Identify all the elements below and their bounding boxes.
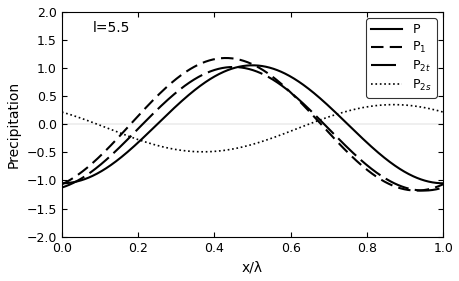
- P$_1$: [286, 90, 291, 93]
- P$_{2t}$: [243, 67, 248, 70]
- Text: l=5.5: l=5.5: [92, 21, 129, 35]
- P$_{2t}$: [59, 186, 64, 189]
- Line: P$_{2t}$: P$_{2t}$: [62, 67, 442, 191]
- P$_1$: [243, 60, 248, 63]
- P$_1$: [439, 183, 445, 186]
- P$_{2t}$: [230, 65, 236, 69]
- P: [431, 181, 437, 184]
- P$_1$: [59, 183, 64, 186]
- P$_1$: [266, 72, 271, 76]
- P$_1$: [432, 186, 437, 189]
- X-axis label: x/λ: x/λ: [241, 260, 263, 274]
- P: [249, 64, 254, 67]
- P$_1$: [413, 189, 418, 192]
- P: [266, 66, 271, 69]
- P$_{2s}$: [59, 110, 64, 114]
- P: [240, 64, 245, 68]
- P: [371, 148, 377, 152]
- Y-axis label: Precipitation: Precipitation: [7, 81, 21, 168]
- P$_{2s}$: [439, 110, 445, 114]
- P: [439, 182, 445, 185]
- P$_{2t}$: [241, 66, 246, 70]
- Line: P: P: [62, 65, 442, 183]
- P$_{2t}$: [439, 186, 445, 189]
- P$_{2s}$: [432, 108, 437, 112]
- P: [242, 64, 247, 67]
- P$_{2s}$: [286, 130, 291, 133]
- P$_{2s}$: [243, 144, 248, 148]
- P$_{2s}$: [241, 145, 246, 148]
- P$_{2t}$: [432, 188, 437, 191]
- Line: P$_1$: P$_1$: [62, 58, 442, 191]
- P$_1$: [223, 56, 229, 60]
- P$_{2s}$: [266, 137, 271, 141]
- P$_1$: [241, 59, 246, 63]
- P$_{2t}$: [420, 189, 426, 192]
- Line: P$_{2s}$: P$_{2s}$: [62, 105, 442, 152]
- Legend: P, P$_1$, P$_{2t}$, P$_{2s}$: P, P$_1$, P$_{2t}$, P$_{2s}$: [365, 18, 436, 98]
- P$_1$: [371, 174, 377, 178]
- P: [286, 74, 291, 78]
- P$_{2s}$: [200, 150, 206, 153]
- P$_{2t}$: [286, 90, 291, 93]
- P$_{2t}$: [371, 170, 377, 173]
- P$_{2s}$: [390, 103, 395, 106]
- P: [59, 182, 64, 185]
- P$_{2s}$: [371, 104, 377, 107]
- P$_{2t}$: [266, 76, 271, 79]
